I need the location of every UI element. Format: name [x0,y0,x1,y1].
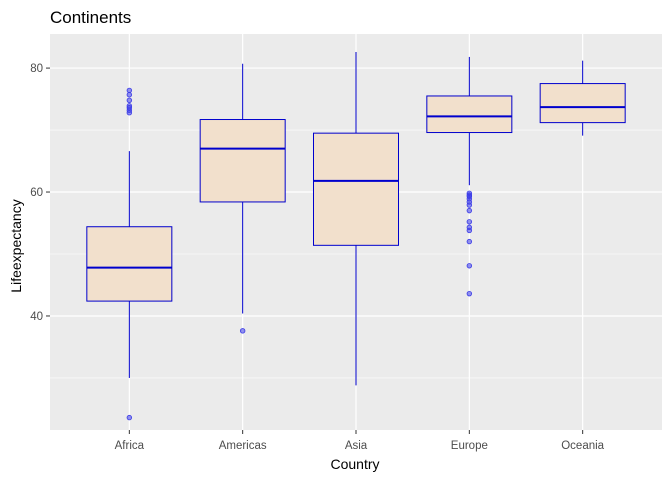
outlier-point [466,263,473,269]
y-axis-title: Lifeexpectancy [8,199,24,292]
outlier-point [126,92,133,98]
outlier-point [466,238,473,245]
outlier-point [239,328,246,334]
iqr-box [313,132,399,246]
outlier-point [126,87,133,94]
box-americas [199,63,286,334]
outlier-point [466,207,473,214]
outlier-point [466,227,473,234]
x-tick-label: Oceania [561,440,604,452]
y-tick-label: 60 [30,187,43,199]
outlier-point [466,219,473,225]
axis-ticks: 40 60 80 Africa Americas Asia Europe Oceania [30,63,604,452]
outlier-point [126,97,133,104]
x-axis-title: Country [330,456,379,472]
outlier-point [466,202,473,208]
box-oceania [539,60,626,136]
chart-title: Continents [50,8,131,27]
iqr-box [199,119,286,203]
outlier-point [126,414,133,421]
y-tick-label: 80 [30,63,43,75]
x-tick-label: Americas [219,440,267,452]
box-asia [313,51,399,386]
iqr-box [539,83,626,124]
outlier-point [126,110,133,116]
box-africa [86,87,173,421]
x-tick-label: Asia [345,440,368,452]
outlier-point [466,290,473,297]
box-europe [426,56,513,297]
boxes [86,51,626,421]
x-tick-label: Africa [115,440,145,452]
iqr-box [426,95,513,134]
y-tick-label: 40 [30,311,43,323]
x-tick-label: Europe [451,440,488,452]
iqr-box [86,226,173,302]
